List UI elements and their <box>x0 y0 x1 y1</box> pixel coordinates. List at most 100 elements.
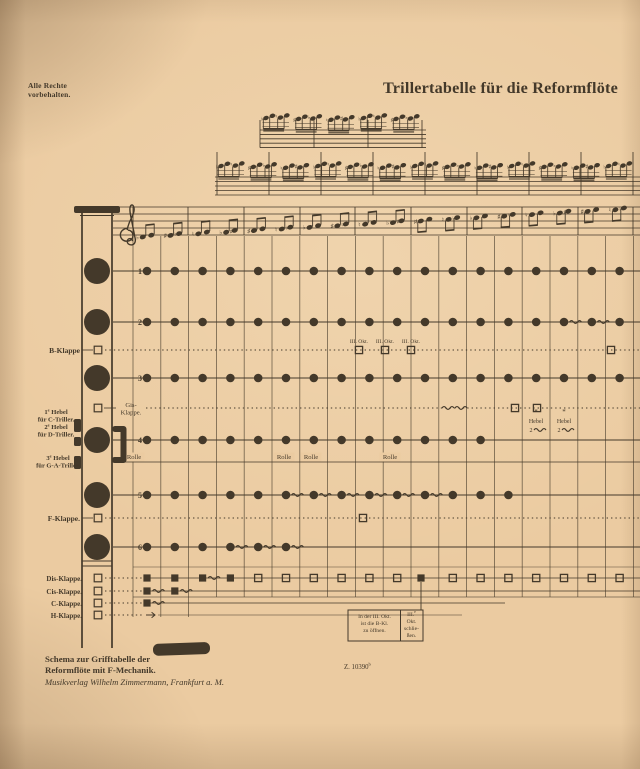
svg-text:♯: ♯ <box>331 223 334 230</box>
svg-text:♮: ♮ <box>230 162 232 168</box>
svg-text:Rolle: Rolle <box>127 454 141 461</box>
svg-text:♯: ♯ <box>397 219 400 225</box>
svg-text:III. Okt.: III. Okt. <box>376 339 395 345</box>
svg-text:♯: ♯ <box>248 165 251 171</box>
plate-number: Z. 10390b <box>344 661 371 671</box>
svg-text:F-Klappe.: F-Klappe. <box>48 514 80 523</box>
svg-text:2: 2 <box>558 428 561 434</box>
svg-text:♭: ♭ <box>603 164 606 170</box>
svg-text:♭: ♭ <box>219 230 222 237</box>
svg-text:3: 3 <box>138 374 142 383</box>
label-cis-klappe: Cis-Klappe. <box>46 588 82 596</box>
svg-text:♮: ♮ <box>474 166 476 172</box>
svg-text:♮: ♮ <box>442 217 444 224</box>
svg-text:♯: ♯ <box>497 214 500 221</box>
svg-text:Gis-: Gis- <box>125 402 136 409</box>
grid-inline-labels: III. Okt. III. Okt. III. Okt. Rolle Rolle Rol… <box>123 339 575 462</box>
svg-text:für C-Triller.: für C-Triller. <box>38 416 75 423</box>
label-c-klappe: C-Klappe. <box>51 600 82 608</box>
svg-text:♭: ♭ <box>410 164 413 170</box>
svg-text:♭: ♭ <box>136 234 139 241</box>
colophon-line-3: Musikverlag Wilhelm Zimmermann, Frankfur… <box>45 676 225 687</box>
svg-text:1e​ Hebel: 1e​ Hebel <box>44 407 68 416</box>
svg-text:5: 5 <box>138 491 142 500</box>
label-gis-klappe: Gis-Klappe. <box>121 402 142 416</box>
svg-text:♮: ♮ <box>280 166 282 172</box>
svg-text:Rolle: Rolle <box>304 454 318 461</box>
svg-text:♭: ♭ <box>386 220 389 227</box>
svg-text:♮: ♮ <box>525 212 527 219</box>
rights-notice: Alle Rechte vorbehalten. <box>28 81 71 99</box>
svg-text:♭: ♭ <box>216 164 219 170</box>
svg-text:III. Okt.: III. Okt. <box>350 339 369 345</box>
colophon-line-2: Reformflöte mit F-Mechanik. <box>45 665 156 675</box>
svg-text:B-Klappe: B-Klappe <box>49 346 81 355</box>
fingering-key-rows <box>82 345 640 619</box>
label-h-klappe: H-Klappe. <box>51 612 83 620</box>
svg-text:♯: ♯ <box>293 117 296 123</box>
svg-text:♮: ♮ <box>424 162 426 168</box>
svg-text:♯: ♯ <box>392 164 395 170</box>
svg-text:♮: ♮ <box>275 226 277 233</box>
fingering-hole-rows: 1 2 3 4 5 6 <box>113 266 640 552</box>
svg-text:für G-A-Triller.: für G-A-Triller. <box>36 462 80 469</box>
fingering-grid-lines <box>132 236 640 617</box>
svg-text:♯: ♯ <box>230 229 233 235</box>
svg-text:2e​ Hebel: 2e​ Hebel <box>44 422 68 431</box>
svg-text:Rolle: Rolle <box>383 454 397 461</box>
svg-text:2: 2 <box>138 318 142 327</box>
svg-text:♮: ♮ <box>275 114 277 120</box>
colophon-line-1: Schema zur Grifftabelle der <box>45 654 151 664</box>
note-box-text-left: In der III. Okt. ist die B-Kl. zu öffnen. <box>358 614 391 634</box>
svg-text:♭: ♭ <box>553 210 556 217</box>
svg-text:♮: ♮ <box>373 114 375 120</box>
svg-text:♯: ♯ <box>391 117 394 123</box>
svg-text:♮: ♮ <box>571 166 573 172</box>
svg-text:♭: ♭ <box>619 206 622 212</box>
svg-text:III. Okt.: III. Okt. <box>402 339 421 345</box>
svg-text:♯: ♯ <box>247 228 250 235</box>
svg-text:♯: ♯ <box>340 116 343 122</box>
svg-text:♭: ♭ <box>456 163 459 169</box>
svg-text:♭: ♭ <box>405 115 408 121</box>
svg-text:♯: ♯ <box>564 210 567 216</box>
label-b-klappe: B-Klappe <box>49 346 81 355</box>
svg-text:♭: ♭ <box>360 163 363 169</box>
label-f-klappe: F-Klappe. <box>48 514 80 523</box>
svg-text:♭: ♭ <box>286 226 289 232</box>
svg-text:♭: ♭ <box>313 164 316 170</box>
svg-text:für D-Triller.: für D-Triller. <box>38 431 75 438</box>
svg-text:♯: ♯ <box>414 218 417 225</box>
svg-text:♮: ♮ <box>508 213 510 219</box>
svg-text:3e​ Hebel: 3e​ Hebel <box>46 453 70 462</box>
flute-diagram <box>74 206 211 656</box>
svg-text:♮: ♮ <box>327 162 329 168</box>
svg-text:♭: ♭ <box>452 216 455 222</box>
svg-text:♯: ♯ <box>295 164 298 170</box>
svg-text:Rolle: Rolle <box>277 454 291 461</box>
svg-text:♭: ♭ <box>553 163 556 169</box>
svg-text:*: * <box>562 408 566 416</box>
svg-text:♭: ♭ <box>507 164 510 170</box>
svg-text:♮: ♮ <box>341 222 343 228</box>
svg-text:♯: ♯ <box>345 165 348 171</box>
svg-text:♮: ♮ <box>326 118 328 124</box>
staff-top: ♭ ♮ ♯ ♭ ♮ ♯ ♭ ♮ ♯ ♭ <box>259 113 426 149</box>
svg-text:♮: ♮ <box>192 231 194 238</box>
svg-text:♮: ♮ <box>358 222 360 229</box>
staff-main: ♭ ♯ ♮ ♮ ♭ ♯ ♯ ♮ ♭ ♭ ♯ ♮ ♮ ♭ ♯ ♯ ♮ ♭ ♭ ♯ ♮ ♮ ♭ ♯ ♯ ♮ ♭ <box>113 204 640 246</box>
svg-text:♯: ♯ <box>489 164 492 170</box>
svg-text:♭: ♭ <box>263 163 266 169</box>
svg-text:♯: ♯ <box>586 164 589 170</box>
svg-text:♯: ♯ <box>581 209 584 216</box>
label-dis-klappe: Dis-Klappe. <box>46 575 82 583</box>
svg-text:♮: ♮ <box>618 162 620 168</box>
svg-text:♭: ♭ <box>358 116 361 122</box>
svg-text:Dis-Klappe.: Dis-Klappe. <box>46 575 82 583</box>
